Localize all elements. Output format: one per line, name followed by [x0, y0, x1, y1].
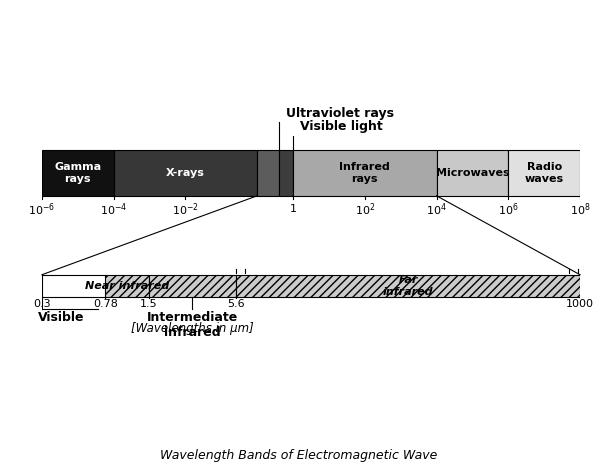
Text: $10^{4}$: $10^{4}$ [426, 202, 447, 219]
Text: Visible: Visible [38, 311, 85, 324]
Text: $10^{2}$: $10^{2}$ [355, 202, 375, 219]
Text: Microwaves: Microwaves [435, 168, 509, 178]
Text: 0.3: 0.3 [33, 300, 51, 309]
Text: Near infrared: Near infrared [85, 281, 169, 291]
Text: X-rays: X-rays [166, 168, 205, 178]
Bar [508, 150, 580, 196]
Bar [149, 275, 236, 297]
Text: Wavelength Bands of Electromagnetic Wave: Wavelength Bands of Electromagnetic Wave [160, 448, 438, 462]
Bar [105, 275, 149, 297]
Text: $10^{6}$: $10^{6}$ [498, 202, 518, 219]
Bar [437, 150, 508, 196]
Text: 1.5: 1.5 [140, 300, 157, 309]
Text: $10^{8}$: $10^{8}$ [570, 202, 590, 219]
Bar [114, 150, 257, 196]
Text: [Wavelengths in μm]: [Wavelengths in μm] [131, 322, 254, 335]
Text: $10^{-6}$: $10^{-6}$ [28, 202, 56, 219]
Text: Radio
waves: Radio waves [524, 162, 564, 184]
Bar [293, 150, 437, 196]
Text: $10^{-4}$: $10^{-4}$ [100, 202, 127, 219]
Bar [236, 275, 580, 297]
Text: Intermediate
infrared: Intermediate infrared [147, 311, 238, 339]
Text: Infrared
rays: Infrared rays [340, 162, 390, 184]
Text: Ultraviolet rays: Ultraviolet rays [286, 106, 394, 120]
Bar [279, 150, 293, 196]
Text: $1$: $1$ [289, 202, 297, 214]
Text: Gamma
rays: Gamma rays [54, 162, 101, 184]
Text: 1000: 1000 [566, 300, 594, 309]
Text: 0.78: 0.78 [93, 300, 118, 309]
Bar [257, 150, 279, 196]
Text: Visible light: Visible light [300, 121, 383, 133]
Bar [42, 150, 114, 196]
Text: $10^{-2}$: $10^{-2}$ [172, 202, 199, 219]
Text: 5.6: 5.6 [227, 300, 245, 309]
Text: Far
infrared: Far infrared [383, 275, 434, 297]
